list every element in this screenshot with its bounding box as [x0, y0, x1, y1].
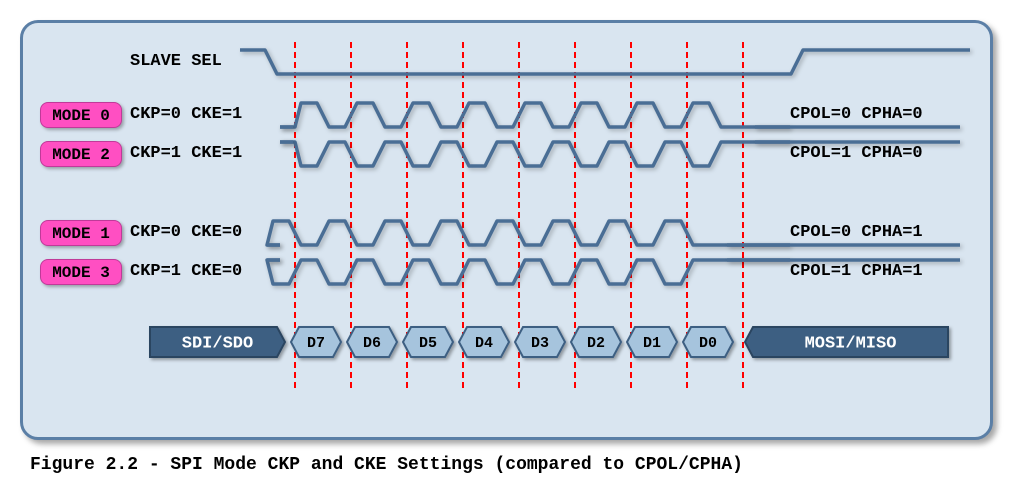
mode-left-1: CKP=0 CKE=0 [130, 223, 242, 242]
mode-badge-0: MODE 0 [40, 102, 122, 128]
svg-text:D2: D2 [587, 335, 605, 352]
mode-right-1: CPOL=0 CPHA=1 [790, 223, 923, 242]
slave-sel-label: SLAVE SEL [130, 52, 222, 71]
svg-text:D1: D1 [643, 335, 661, 352]
mode-left-3: CKP=1 CKE=0 [130, 262, 242, 281]
svg-text:D0: D0 [699, 335, 717, 352]
figure-caption: Figure 2.2 - SPI Mode CKP and CKE Settin… [30, 455, 743, 475]
mode-badge-1: MODE 1 [40, 220, 122, 246]
mode-left-2: CKP=1 CKE=1 [130, 144, 242, 163]
svg-text:D4: D4 [475, 335, 493, 352]
svg-text:SDI/SDO: SDI/SDO [182, 334, 253, 353]
diagram-svg: SDI/SDO D7 D6 D5 D4 D3 D2 D1 D0 MOSI/MISO [0, 0, 1013, 501]
svg-text:D6: D6 [363, 335, 381, 352]
mode-right-0: CPOL=0 CPHA=0 [790, 105, 923, 124]
mode-badge-2: MODE 2 [40, 141, 122, 167]
mode-left-0: CKP=0 CKE=1 [130, 105, 242, 124]
svg-text:D5: D5 [419, 335, 437, 352]
svg-text:MOSI/MISO: MOSI/MISO [805, 334, 897, 353]
svg-text:D3: D3 [531, 335, 549, 352]
mode-right-3: CPOL=1 CPHA=1 [790, 262, 923, 281]
svg-text:D7: D7 [307, 335, 325, 352]
mode-badge-3: MODE 3 [40, 259, 122, 285]
mode-right-2: CPOL=1 CPHA=0 [790, 144, 923, 163]
